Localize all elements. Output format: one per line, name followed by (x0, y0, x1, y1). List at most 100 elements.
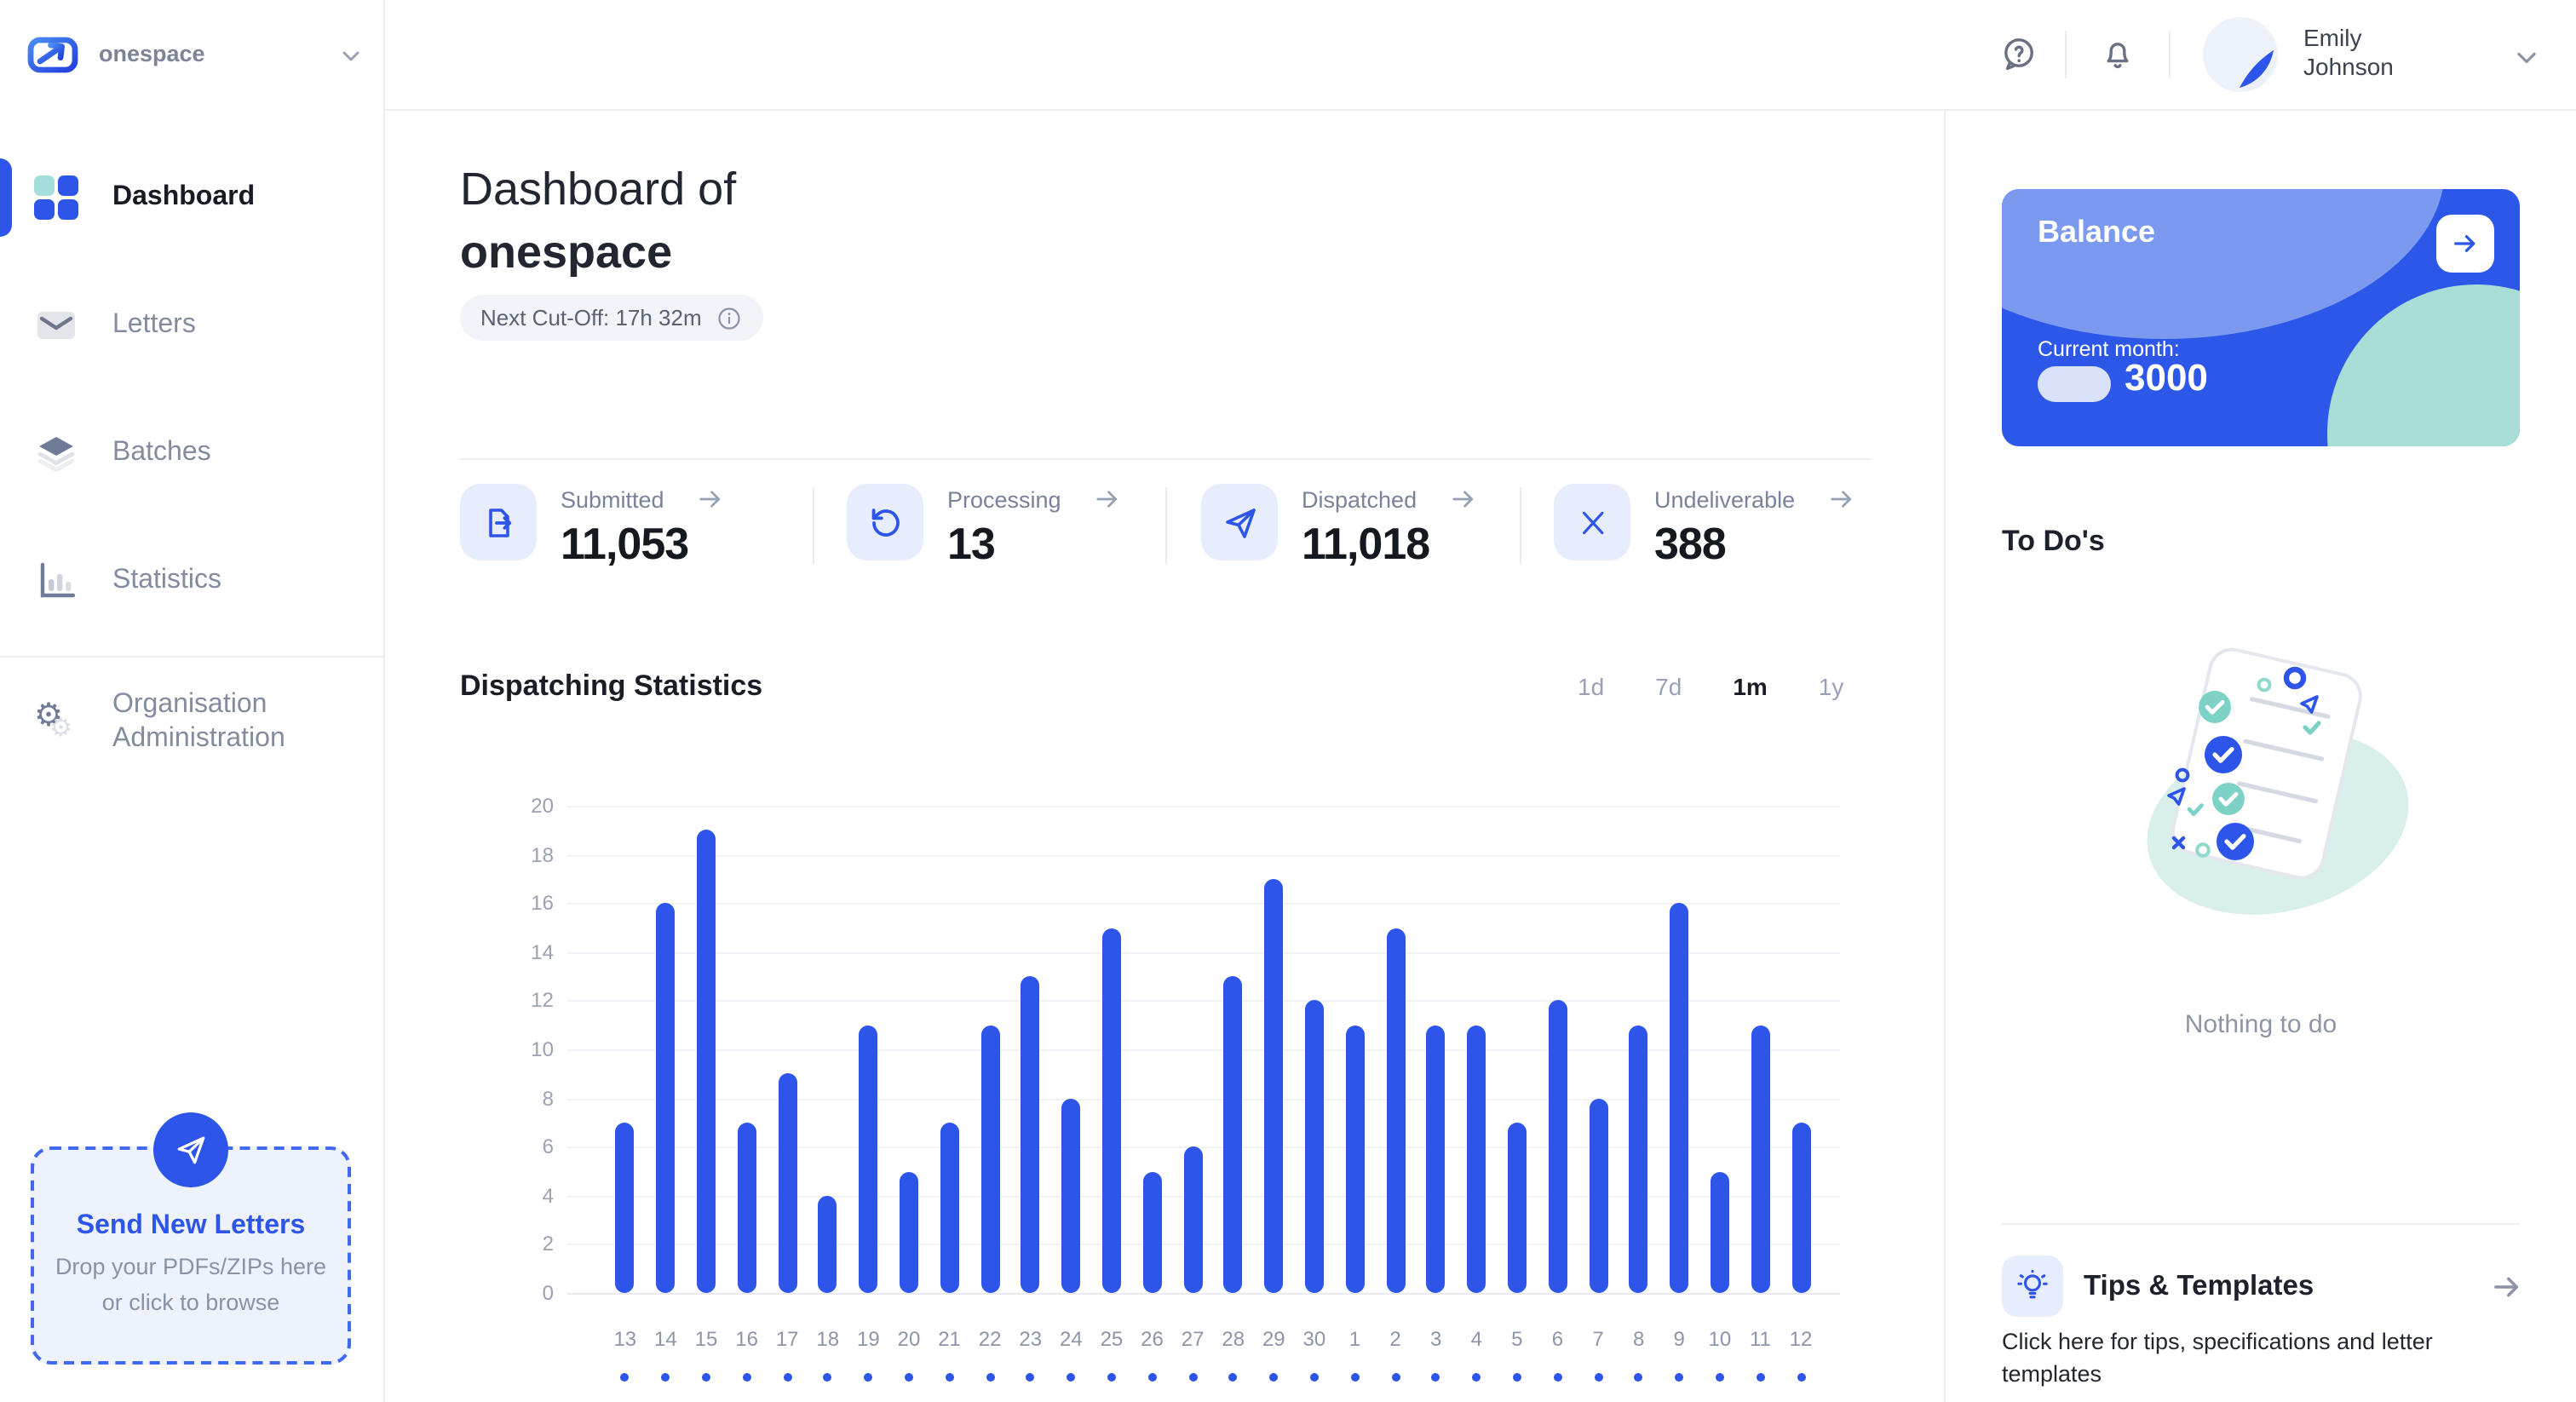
bar-day-21 (940, 1122, 959, 1293)
day-dot (1715, 1372, 1724, 1381)
bar-day-25 (1101, 928, 1121, 1293)
x-tick-label: 14 (654, 1327, 677, 1351)
day-dot (1391, 1372, 1400, 1381)
todos-empty-illustration (2073, 622, 2448, 945)
stat-dispatched[interactable]: Dispatched 11,018 (1201, 484, 1478, 571)
sidebar-item-statistics[interactable]: Statistics (0, 516, 383, 644)
day-dot (1472, 1372, 1481, 1381)
sidebar-item-batches[interactable]: Batches (0, 388, 383, 516)
dropzone-title: Send New Letters (76, 1211, 306, 1240)
bar-day-4 (1467, 1025, 1486, 1293)
stat-processing[interactable]: Processing 13 (847, 484, 1123, 571)
bar-day-13 (615, 1122, 635, 1293)
bar-day-23 (1021, 976, 1040, 1293)
x-tick-label: 28 (1222, 1327, 1245, 1351)
avatar[interactable] (2203, 17, 2278, 92)
bar-day-20 (899, 1171, 918, 1293)
y-tick-label: 16 (531, 891, 554, 916)
bar-day-14 (656, 903, 676, 1293)
gridline (567, 903, 1840, 905)
gridline (567, 806, 1840, 807)
bar-day-29 (1264, 878, 1284, 1293)
chevron-down-icon[interactable] (2511, 43, 2542, 73)
layers-icon (34, 430, 78, 474)
tips-templates-link[interactable]: Tips & Templates (2002, 1255, 2314, 1317)
day-dot (1553, 1372, 1562, 1381)
bar-day-6 (1548, 1000, 1567, 1293)
y-tick-label: 18 (531, 842, 554, 867)
gridline (567, 1195, 1840, 1198)
arrow-right-icon[interactable] (2489, 1269, 2525, 1313)
x-tick-label: 24 (1059, 1327, 1083, 1351)
day-dot (783, 1372, 792, 1381)
sidebar-item-organisation-administration[interactable]: ⚙ ⚙ Organisation Administration (0, 658, 383, 785)
info-icon[interactable] (716, 304, 743, 331)
bar-day-10 (1710, 1171, 1729, 1293)
day-dot (620, 1372, 630, 1381)
arrow-right-icon (1452, 491, 1473, 508)
balance-arrow-button[interactable] (2436, 215, 2494, 273)
x-tick-label: 26 (1141, 1327, 1164, 1351)
user-name: Emily Johnson (2303, 24, 2394, 80)
tips-divider (2002, 1223, 2520, 1225)
current-month-label: Current month: (2038, 337, 2180, 361)
day-dot (1147, 1372, 1157, 1381)
day-dot (986, 1372, 995, 1381)
bar-day-18 (818, 1195, 837, 1293)
sidebar-item-dashboard[interactable]: Dashboard (0, 133, 383, 261)
card-blob-light (2002, 189, 2445, 339)
org-name: onespace (99, 41, 205, 66)
balance-title: Balance (2038, 215, 2156, 249)
day-dot (945, 1372, 954, 1381)
sidebar-item-label: Statistics (112, 565, 222, 594)
sidebar-item-label: Organisation Administration (112, 689, 285, 752)
active-indicator (0, 158, 12, 236)
x-tick-label: 1 (1348, 1327, 1361, 1351)
x-tick-label: 29 (1262, 1327, 1285, 1351)
day-dot (823, 1372, 832, 1381)
gridline (567, 1000, 1840, 1003)
range-1d[interactable]: 1d (1578, 673, 1605, 700)
paper-plane-icon (153, 1112, 228, 1187)
bar-day-26 (1142, 1171, 1162, 1293)
send-new-letters-dropzone[interactable]: Send New Letters Drop your PDFs/ZIPs her… (31, 1112, 351, 1365)
x-tick-label: 13 (613, 1327, 637, 1351)
x-tick-label: 10 (1708, 1327, 1732, 1351)
gridline (567, 951, 1840, 954)
sidebar-item-label: Dashboard (112, 181, 256, 210)
todos-empty-text: Nothing to do (2184, 1010, 2337, 1039)
bar-day-8 (1629, 1025, 1648, 1293)
file-export-icon (460, 484, 537, 560)
sidebar-item-letters[interactable]: Letters (0, 261, 383, 388)
range-7d[interactable]: 7d (1655, 673, 1682, 700)
stat-value: 11,018 (1302, 518, 1430, 569)
stat-submitted[interactable]: Submitted 11,053 (460, 484, 726, 571)
stat-separator (1165, 487, 1167, 564)
todos-title: To Do's (2002, 525, 2105, 557)
header-divider (2169, 31, 2171, 78)
stat-undeliverable[interactable]: Undeliverable 388 (1554, 484, 1856, 571)
bar-day-9 (1670, 903, 1689, 1293)
range-1m[interactable]: 1m (1733, 673, 1768, 700)
x-tick-label: 21 (938, 1327, 961, 1351)
balance-amount: 3000 (2125, 356, 2208, 399)
help-icon[interactable] (1998, 34, 2039, 75)
bar-day-15 (696, 830, 716, 1293)
x-tick-label: 23 (1019, 1327, 1043, 1351)
gridline (567, 1098, 1840, 1100)
refresh-icon (847, 484, 923, 560)
x-tick-label: 20 (897, 1327, 921, 1351)
balance-card[interactable]: Balance Current month: 3000 (2002, 189, 2520, 446)
org-switcher-chevron-icon[interactable] (337, 43, 365, 70)
day-dot (1350, 1372, 1360, 1381)
range-1y[interactable]: 1y (1818, 673, 1844, 700)
x-tick-label: 3 (1429, 1327, 1442, 1351)
day-dot (1188, 1372, 1198, 1381)
x-tick-label: 2 (1389, 1327, 1401, 1351)
y-tick-label: 12 (531, 988, 554, 1013)
page-title: Dashboard of onespace (460, 158, 736, 284)
stat-separator (813, 487, 814, 564)
bar-day-27 (1183, 1146, 1203, 1293)
notifications-bell-icon[interactable] (2097, 34, 2138, 75)
